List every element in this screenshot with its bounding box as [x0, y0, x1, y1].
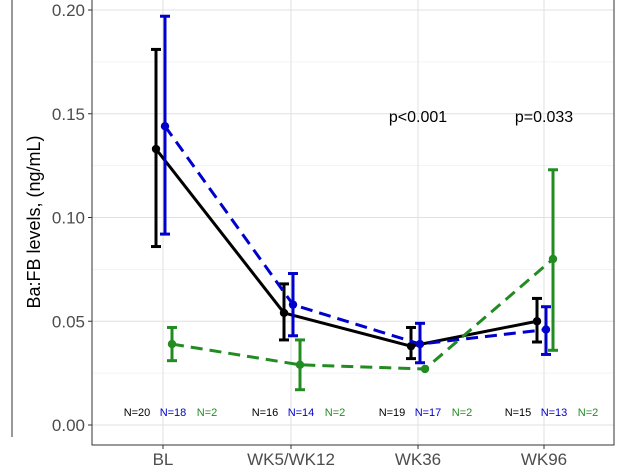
- y-tick-label: 0.15: [52, 105, 85, 124]
- series-line: [163, 125, 547, 346]
- x-tick-label: BL: [153, 450, 174, 469]
- x-tick-label: WK5/WK12: [247, 450, 335, 469]
- data-point: [532, 317, 542, 326]
- n-label: N=18: [160, 407, 187, 419]
- p-value-annotation: p=0.033: [515, 109, 573, 126]
- data-point: [548, 254, 558, 264]
- y-tick-label: 0.00: [52, 416, 85, 435]
- data-point: [406, 341, 416, 351]
- series-line: [171, 257, 554, 371]
- panel-border: [91, 0, 615, 446]
- data-point: [420, 364, 430, 374]
- x-tick-label: WK96: [521, 450, 567, 469]
- data-point: [541, 325, 551, 334]
- data-point: [295, 360, 305, 370]
- data-point: [160, 122, 170, 131]
- data-point: [288, 300, 298, 309]
- data-point: [167, 339, 177, 349]
- n-label: N=2: [325, 407, 346, 419]
- n-label: N=19: [379, 407, 406, 419]
- y-tick-label: 0.05: [52, 312, 85, 331]
- n-label: N=17: [415, 407, 442, 419]
- p-value-annotation: p<0.001: [389, 109, 447, 126]
- data-point: [415, 339, 425, 349]
- series-line: [154, 148, 538, 348]
- data-point: [151, 144, 161, 154]
- n-label: N=2: [578, 407, 599, 419]
- n-label: N=14: [288, 407, 315, 419]
- n-label: N=15: [505, 407, 532, 419]
- y-tick-label: 0.20: [52, 1, 85, 20]
- n-label: N=16: [252, 407, 279, 419]
- data-point: [279, 308, 289, 318]
- y-axis-title: Ba:FB levels, (ng/mL): [24, 135, 44, 308]
- n-label: N=13: [541, 407, 568, 419]
- n-label: N=2: [197, 407, 218, 419]
- n-label: N=20: [124, 407, 151, 419]
- y-tick-label: 0.10: [52, 209, 85, 228]
- x-tick-label: WK36: [395, 450, 441, 469]
- n-label: N=2: [452, 407, 473, 419]
